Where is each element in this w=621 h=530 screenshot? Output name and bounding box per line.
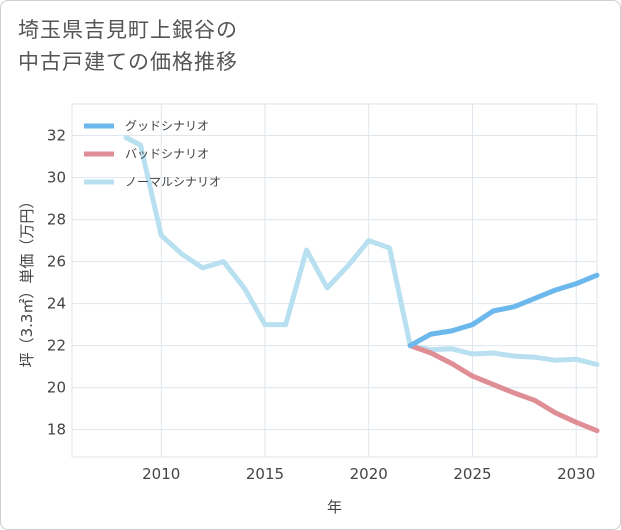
legend-label-1: バッドシナリオ <box>125 147 209 161</box>
y-tick-26: 26 <box>47 253 66 271</box>
x-tick-2025: 2025 <box>453 465 491 483</box>
grid-lines <box>72 104 597 457</box>
y-tick-22: 22 <box>47 337 66 355</box>
title-line-2: 中古戸建ての価格推移 <box>18 50 238 74</box>
y-axis-label: 坪（3.3㎡）単価（万円） <box>18 194 36 368</box>
series-line-0 <box>407 272 600 349</box>
x-tick-2030: 2030 <box>557 465 595 483</box>
y-tick-18: 18 <box>47 421 66 439</box>
x-axis-label: 年 <box>327 498 342 516</box>
y-tick-30: 30 <box>47 169 66 187</box>
title-line-1: 埼玉県吉見町上銀谷の <box>18 18 238 42</box>
x-tick-2020: 2020 <box>350 465 388 483</box>
y-tick-28: 28 <box>47 211 66 229</box>
y-tick-20: 20 <box>47 379 66 397</box>
legend-label-0: グッドシナリオ <box>125 119 209 133</box>
x-tick-2015: 2015 <box>246 465 284 483</box>
tick-labels: 2010 2015 2020 2025 2030 18 20 22 24 26 28 30 32 <box>47 127 595 483</box>
y-tick-24: 24 <box>47 295 66 313</box>
legend-label-2: ノーマルシナリオ <box>125 175 221 189</box>
x-tick-2010: 2010 <box>142 465 180 483</box>
plot-area <box>71 103 598 458</box>
series-line-2 <box>123 135 600 367</box>
series-line-1 <box>407 343 600 434</box>
series-layer <box>123 135 600 434</box>
y-tick-32: 32 <box>47 127 66 145</box>
chart-title: 埼玉県吉見町上銀谷の 中古戸建ての価格推移 <box>18 14 238 78</box>
